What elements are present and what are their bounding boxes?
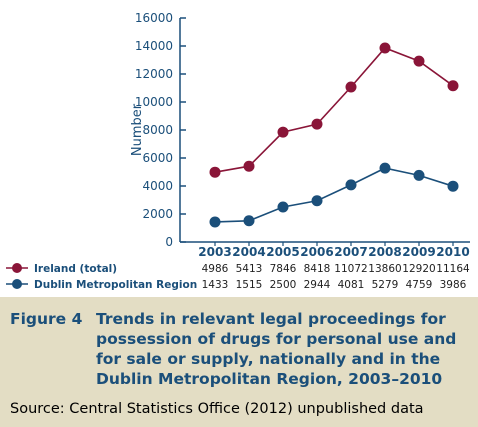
table-value: 4759 [406, 279, 433, 291]
data-point [243, 215, 255, 227]
x-tick-label: 2009 [402, 245, 435, 259]
x-tick-label: 2008 [368, 245, 401, 259]
data-point [447, 80, 459, 92]
data-point [277, 126, 289, 138]
data-point [379, 162, 391, 174]
chart-axes: 0 2000 4000 6000 8000 10000 12000 14000 16000 Num… [130, 11, 470, 259]
x-tick-label: 2003 [198, 245, 231, 259]
data-point [277, 201, 289, 213]
data-table: Ireland (total) 4986 5413 7846 8418 11072 1386… [6, 263, 470, 291]
figure-label: Figure 4 [10, 310, 83, 328]
y-axis-label: Number [130, 103, 145, 156]
y-tick-label: 16000 [135, 11, 173, 25]
data-point [413, 55, 425, 67]
series-line-0 [214, 47, 454, 173]
table-value: 7846 [270, 263, 297, 275]
legend-label: Ireland (total) [34, 263, 117, 275]
x-tick-label: 2006 [300, 245, 333, 259]
x-tick-label: 2007 [334, 245, 367, 259]
table-value: 2944 [304, 279, 331, 291]
legend-label: Dublin Metropolitan Region [34, 279, 197, 291]
legend-marker [12, 279, 22, 289]
data-point [209, 216, 221, 228]
table-value: 2500 [270, 279, 297, 291]
table-value: 11072 [334, 263, 367, 275]
y-tick-label: 0 [165, 235, 173, 249]
line-chart: 0 2000 4000 6000 8000 10000 12000 14000 16000 Num… [6, 11, 470, 291]
source-note: Source: Central Statistics Office (2012)… [10, 401, 424, 417]
data-point [311, 118, 323, 130]
y-tick-label: 10000 [135, 95, 173, 109]
y-tick-label: 14000 [135, 39, 173, 53]
caption-box: Figure 4 Trends in relevant legal procee… [0, 297, 478, 427]
x-tick-label: 2010 [436, 245, 469, 259]
data-point [311, 195, 323, 207]
data-point [243, 160, 255, 172]
data-point [345, 179, 357, 191]
table-value: 1515 [236, 279, 263, 291]
table-value: 12920 [402, 263, 435, 275]
data-point [447, 180, 459, 192]
table-value: 3986 [440, 279, 467, 291]
table-value: 5413 [236, 263, 263, 275]
table-value: 4081 [338, 279, 365, 291]
chart-marks [209, 42, 459, 228]
table-value: 13860 [368, 263, 401, 275]
table-value: 8418 [304, 263, 331, 275]
y-tick-label: 2000 [142, 207, 173, 221]
x-tick-label: 2004 [232, 245, 265, 259]
data-point [413, 169, 425, 181]
data-point [209, 166, 221, 178]
table-value: 11164 [436, 263, 470, 275]
legend-marker [12, 263, 22, 273]
y-tick-label: 6000 [142, 151, 173, 165]
table-value: 5279 [372, 279, 399, 291]
y-tick-label: 8000 [142, 123, 173, 137]
x-tick-label: 2005 [266, 245, 299, 259]
table-value: 4986 [202, 263, 229, 275]
series-line-1 [214, 167, 454, 223]
data-point [379, 42, 391, 54]
y-tick-label: 12000 [135, 67, 173, 81]
data-point [345, 81, 357, 93]
y-tick-label: 4000 [142, 179, 173, 193]
figure-caption: Trends in relevant legal proceedings for… [96, 310, 457, 388]
table-value: 1433 [202, 279, 229, 291]
